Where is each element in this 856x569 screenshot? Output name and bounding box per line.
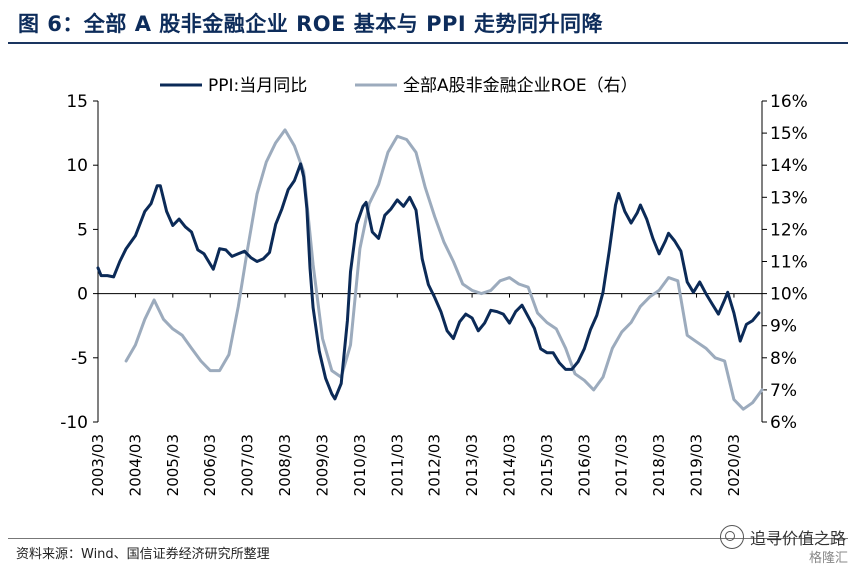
title-divider	[8, 42, 848, 44]
right-tick-label: 6%	[770, 413, 797, 433]
watermark: 追寻价值之路	[719, 525, 846, 549]
right-tick-label: 7%	[770, 381, 797, 401]
left-tick-label: 5	[77, 220, 88, 240]
x-tick-label: 2017/03	[613, 434, 631, 496]
source-divider	[8, 538, 848, 539]
right-tick-label: 9%	[770, 317, 797, 337]
left-tick-label: 0	[77, 285, 88, 305]
x-tick-label: 2006/03	[201, 434, 219, 496]
right-tick-label: 14%	[770, 156, 808, 176]
x-tick-label: 2003/03	[89, 434, 107, 496]
ppi-series-line	[96, 162, 761, 401]
chart-container: 15 10 5 0 -5 -10 16% 15% 14% 13% 12% 11% 10% 9% 8% 7% 6%…	[0, 48, 856, 538]
x-tick-label: 2007/03	[239, 434, 257, 496]
x-tick-label: 2010/03	[351, 434, 369, 496]
x-tick-label: 2013/03	[463, 434, 481, 496]
right-tick-label: 12%	[770, 220, 808, 240]
right-tick-label: 13%	[770, 188, 808, 208]
title-bar: 图 6：全部 A 股非金融企业 ROE 基本与 PPI 走势同升同降	[0, 0, 856, 40]
left-tick-label: 15	[66, 92, 88, 112]
right-tick-label: 8%	[770, 349, 797, 369]
watermark-logo: 格隆汇	[808, 551, 848, 566]
left-tick-label: -10	[60, 413, 88, 433]
right-tick-label: 10%	[770, 285, 808, 305]
left-tick-label: 10	[66, 156, 88, 176]
x-tick-label: 2011/03	[388, 434, 406, 496]
wechat-icon	[719, 525, 744, 549]
x-tick-label: 2005/03	[164, 434, 182, 496]
x-tick-label: 2014/03	[500, 434, 518, 496]
figure-title: 图 6：全部 A 股非金融企业 ROE 基本与 PPI 走势同升同降	[18, 12, 604, 36]
x-tick-label: 2015/03	[538, 434, 556, 496]
right-tick-label: 15%	[770, 124, 808, 144]
legend-roe-label: 全部A股非金融企业ROE（右）	[403, 76, 638, 96]
right-tick-label: 16%	[770, 92, 808, 112]
watermark-text: 追寻价值之路	[749, 529, 846, 548]
roe-series-line	[124, 128, 764, 411]
right-tick-label: 11%	[770, 253, 808, 273]
line-chart: 15 10 5 0 -5 -10 16% 15% 14% 13% 12% 11% 10% 9% 8% 7% 6%…	[60, 76, 808, 496]
x-tick-label: 2016/03	[575, 434, 593, 496]
source-note: 资料来源：Wind、国信证券经济研究所整理	[16, 547, 270, 562]
x-tick-label: 2019/03	[688, 434, 706, 496]
x-tick-label: 2008/03	[276, 434, 294, 496]
x-tick-label: 2020/03	[725, 434, 743, 496]
x-tick-label: 2004/03	[126, 434, 144, 496]
x-tick-label: 2009/03	[313, 434, 331, 496]
x-tick-label: 2018/03	[650, 434, 668, 496]
legend-ppi-label: PPI:当月同比	[208, 76, 307, 96]
x-tick-label: 2012/03	[426, 434, 444, 496]
left-tick-label: -5	[71, 349, 88, 369]
